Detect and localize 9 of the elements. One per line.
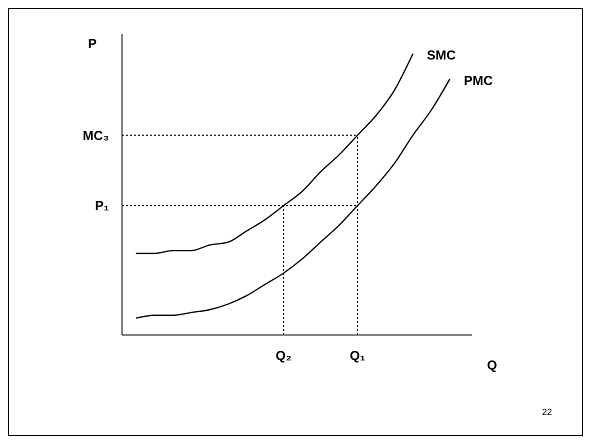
x-tick-label: Q₁ [350, 348, 366, 364]
x-tick-label: Q₂ [276, 348, 292, 364]
x-axis-title: Q [487, 358, 498, 373]
series-label: PMC [464, 73, 494, 88]
y-axis-title: P [88, 36, 97, 52]
series-label: SMC [426, 48, 456, 63]
text: 22 [542, 407, 552, 417]
ref-line-label: MC₃ [82, 128, 109, 143]
ref-line-label: P₁ [94, 198, 109, 214]
